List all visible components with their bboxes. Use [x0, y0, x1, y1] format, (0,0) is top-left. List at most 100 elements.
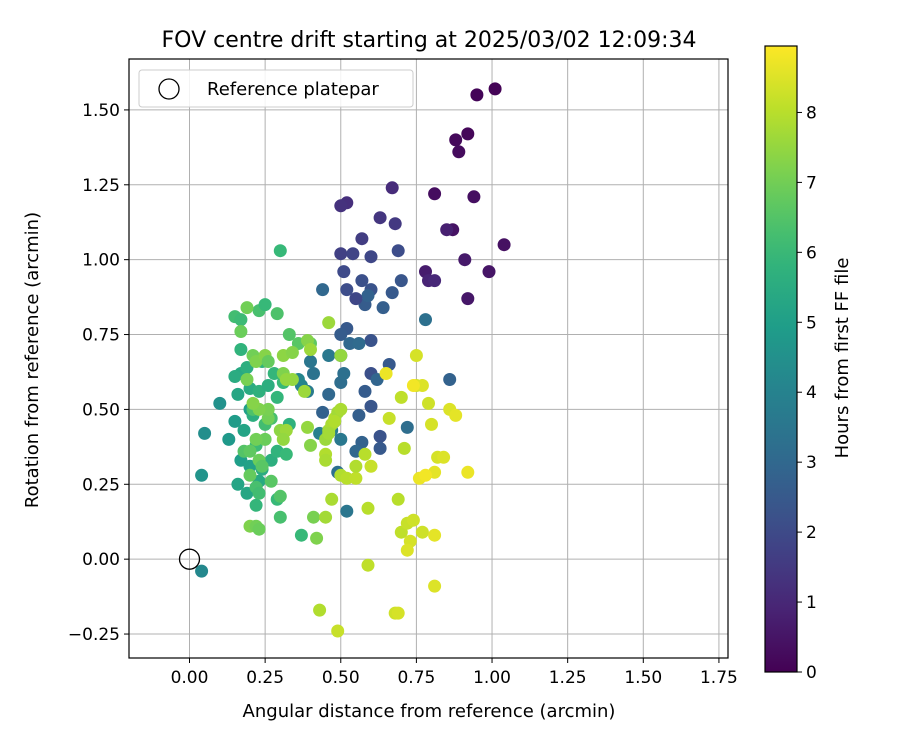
scatter-point: [355, 232, 369, 246]
scatter-point: [391, 606, 405, 620]
scatter-point: [449, 408, 463, 422]
scatter-point: [334, 199, 348, 213]
colorbar-tick-label: 1: [806, 593, 817, 613]
legend-entry-reference: Reference platepar: [207, 79, 379, 100]
scatter-point: [461, 127, 475, 141]
scatter-point: [355, 274, 369, 288]
scatter-point: [313, 603, 327, 617]
scatter-point: [443, 373, 457, 386]
colorbar-tick-label: 5: [806, 313, 817, 333]
scatter-point: [246, 396, 260, 410]
scatter-point: [376, 301, 390, 315]
scatter-point: [337, 265, 351, 279]
y-axis-label: Rotation from reference (arcmin): [22, 212, 43, 508]
scatter-point: [294, 528, 308, 542]
scatter-point: [307, 367, 320, 380]
scatter-point: [334, 402, 348, 416]
scatter-point: [461, 292, 475, 306]
scatter-point: [319, 510, 333, 524]
scatter-point: [279, 447, 293, 461]
scatter-point: [482, 265, 496, 279]
scatter-point: [316, 283, 330, 297]
y-tick-label: 0.25: [82, 475, 120, 495]
scatter-point: [422, 396, 435, 410]
scatter-point: [228, 370, 242, 383]
scatter-point: [425, 417, 438, 431]
scatter-point: [273, 510, 287, 524]
scatter-point: [301, 420, 314, 434]
scatter-point: [361, 558, 375, 572]
scatter-point: [428, 579, 442, 593]
x-tick-label: 1.00: [473, 668, 511, 688]
scatter-point: [195, 564, 209, 578]
scatter-point: [458, 253, 472, 267]
colorbar-tick-label: 6: [806, 243, 817, 263]
scatter-point: [322, 387, 336, 401]
scatter-point: [261, 379, 275, 392]
colorbar-tick-label: 2: [806, 523, 817, 543]
y-tick-label: 0.50: [82, 400, 120, 420]
scatter-point: [497, 238, 511, 252]
scatter-point: [391, 492, 405, 506]
colorbar-label: Hours from first FF file: [832, 258, 853, 459]
legend: Reference platepar: [138, 69, 414, 108]
y-tick-label: 0.75: [82, 326, 120, 346]
scatter-point: [304, 438, 317, 452]
scatter-point: [285, 373, 299, 386]
scatter-point: [364, 459, 378, 473]
scatter-point: [437, 450, 451, 464]
scatter-point: [346, 247, 360, 261]
scatter-point: [261, 355, 275, 368]
scatter-point: [222, 432, 236, 446]
scatter-point: [470, 88, 484, 102]
scatter-point: [406, 513, 420, 527]
x-tick-label: 1.50: [624, 668, 662, 688]
x-tick-label: 0.25: [246, 668, 284, 688]
y-tick-label: 1.25: [82, 176, 120, 196]
scatter-point: [385, 181, 399, 195]
colorbar-tick-label: 4: [806, 383, 817, 403]
scatter-point: [340, 471, 354, 485]
scatter-point: [322, 349, 336, 362]
colorbar-tick-label: 8: [806, 103, 817, 123]
scatter-point: [343, 337, 357, 350]
scatter-point: [364, 250, 378, 264]
scatter-point: [461, 465, 475, 479]
scatter-point: [310, 531, 324, 545]
plot-points: [178, 82, 511, 638]
scatter-point: [373, 211, 387, 225]
scatter-point: [261, 402, 275, 416]
scatter-point: [282, 328, 296, 341]
scatter-point: [234, 325, 248, 338]
legend-marker-reference: [158, 78, 180, 100]
scatter-point: [382, 411, 396, 425]
scatter-point: [234, 343, 248, 356]
plot-grid: [129, 59, 728, 658]
scatter-point: [252, 522, 266, 536]
scatter-point: [358, 447, 372, 461]
colorbar-gradient: [764, 45, 798, 673]
scatter-point: [467, 190, 481, 204]
scatter-point: [419, 468, 432, 482]
scatter-point: [397, 441, 411, 455]
scatter-point: [379, 367, 393, 380]
scatter-point: [307, 510, 320, 524]
scatter-point: [361, 501, 375, 515]
scatter-point: [415, 525, 429, 539]
scatter-point: [391, 244, 405, 258]
scatter-point: [331, 624, 345, 638]
scatter-point: [231, 477, 245, 491]
scatter-point: [258, 432, 272, 446]
scatter-point: [364, 334, 378, 347]
scatter-point: [198, 426, 212, 440]
x-axis: 0.00 0.25 0.50 0.75 1.00 1.25 1.50 1.75: [171, 658, 738, 688]
x-tick-label: 1.25: [549, 668, 587, 688]
scatter-point: [234, 313, 248, 327]
scatter-point: [195, 468, 209, 482]
scatter-point: [340, 283, 354, 297]
x-tick-label: 0.75: [397, 668, 435, 688]
x-tick-label: 0.00: [171, 668, 209, 688]
scatter-point: [361, 289, 375, 303]
scatter-point: [304, 343, 317, 356]
